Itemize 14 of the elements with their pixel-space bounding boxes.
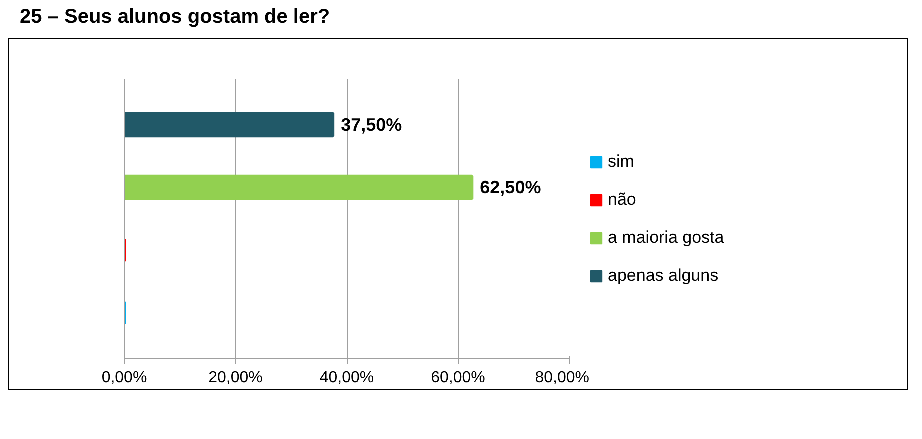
legend-label: a maioria gosta <box>608 228 724 248</box>
data-label: 37,50% <box>341 114 402 135</box>
legend-label: não <box>608 190 636 210</box>
data-label: 62,50% <box>480 178 542 198</box>
bar <box>124 112 335 138</box>
x-tick-label: 40,00% <box>320 370 374 386</box>
chart-title: 25 – Seus alunos gostam de ler? <box>20 5 330 29</box>
x-tick-label: 20,00% <box>208 370 263 386</box>
legend-label: apenas alguns <box>608 266 719 286</box>
x-tick-label: 0,00% <box>102 370 148 386</box>
legend-label: sim <box>608 152 634 172</box>
x-tick-label: 80,00% <box>535 370 590 386</box>
x-tick-label: 60,00% <box>431 370 486 386</box>
bar <box>124 174 474 200</box>
